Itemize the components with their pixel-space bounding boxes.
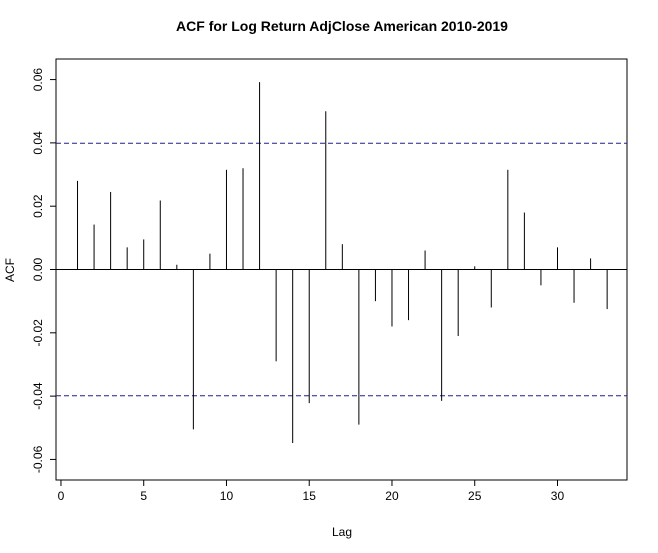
y-tick-label: 0.06 — [31, 68, 45, 92]
x-tick-label: 20 — [385, 489, 399, 503]
y-tick-label: 0.04 — [31, 131, 45, 155]
x-tick-label: 5 — [140, 489, 147, 503]
y-tick-label: 0.00 — [31, 257, 45, 281]
y-axis-label: ACF — [3, 258, 17, 282]
y-axis: -0.06 -0.04 -0.02 0.00 0.02 0.04 0.06 — [31, 68, 56, 473]
x-axis: 0 5 10 15 20 25 30 — [58, 480, 565, 503]
x-axis-label: Lag — [332, 525, 352, 539]
confidence-bands — [56, 142, 627, 397]
x-tick-label: 0 — [58, 489, 65, 503]
y-tick-label: 0.02 — [31, 194, 45, 218]
x-tick-label: 15 — [303, 489, 317, 503]
x-tick-label: 10 — [220, 489, 234, 503]
acf-spikes — [77, 82, 608, 443]
chart-title: ACF for Log Return AdjClose American 201… — [176, 18, 508, 34]
x-tick-label: 30 — [551, 489, 565, 503]
x-tick-label: 25 — [468, 489, 482, 503]
y-tick-label: -0.06 — [31, 445, 45, 473]
y-tick-label: -0.04 — [31, 382, 45, 410]
y-tick-label: -0.02 — [31, 319, 45, 347]
